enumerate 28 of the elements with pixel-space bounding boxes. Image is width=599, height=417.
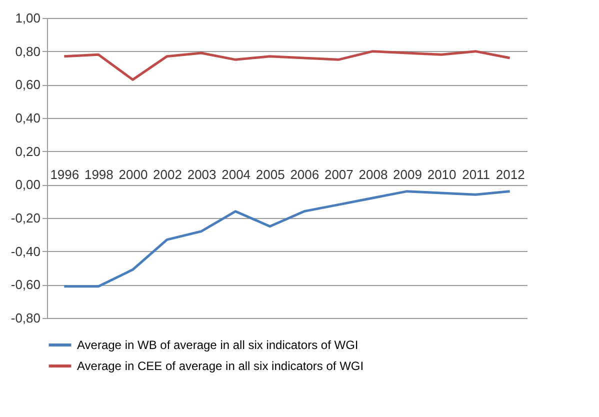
x-tick-label: 2007 [324,167,354,182]
legend-label: Average in WB of average in all six indicators of WGI [77,338,358,352]
y-tick-label: -0,40 [10,244,40,259]
y-tick-label: 0,60 [15,77,40,92]
x-tick-label: 2002 [153,167,182,182]
y-tick-label: 0,80 [15,44,40,59]
y-tick-label: 0,40 [15,110,40,126]
x-tick-label: 1998 [84,167,114,182]
x-tick-label: 2000 [118,167,148,182]
legend-label: Average in CEE of average in all six indicators of WGI [77,359,364,373]
x-tick-label: 2008 [358,167,388,182]
x-tick-label: 2009 [393,167,422,182]
x-tick-label: 2003 [187,167,216,182]
x-tick-label: 2005 [256,167,285,182]
x-tick-label: 2004 [222,167,251,182]
x-tick-label: 2012 [496,167,525,182]
y-tick-label: 0,00 [15,177,40,192]
line-series [62,50,512,81]
y-tick-label: -0,80 [10,310,40,326]
y-tick-label: -0,60 [10,277,40,292]
x-tick-label: 2011 [462,167,490,182]
y-tick-label: 1,00 [15,10,40,26]
x-tick-label: 2006 [290,167,320,182]
x-tick-label: 1996 [50,167,80,182]
y-tick-label: -0,20 [10,210,40,226]
y-tick-label: 0,20 [15,144,40,159]
x-tick-label: 2010 [427,167,456,182]
line-series [62,190,512,288]
